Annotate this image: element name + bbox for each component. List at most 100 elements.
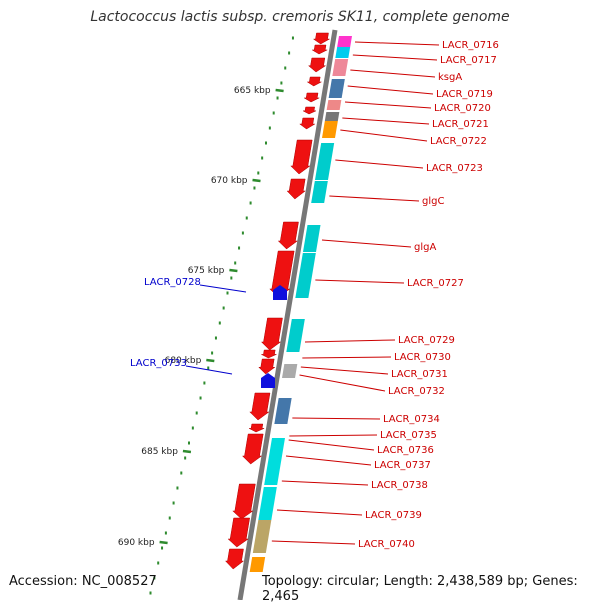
scale-tick-label: 670 kbp bbox=[211, 176, 248, 186]
gene-arrow bbox=[277, 221, 299, 250]
scale-tick-label: 665 kbp bbox=[234, 86, 271, 96]
scale-tick-label: 680 kbp bbox=[165, 356, 202, 366]
scale-dot bbox=[264, 141, 267, 145]
label-leader bbox=[292, 417, 381, 420]
gene-label: LACR_0729 bbox=[398, 335, 455, 346]
cog-box bbox=[264, 438, 285, 485]
label-leader bbox=[344, 101, 432, 109]
scale-dots bbox=[149, 36, 294, 595]
cog-box bbox=[252, 520, 272, 553]
cog-box bbox=[326, 100, 342, 110]
scale-dot bbox=[184, 456, 187, 460]
scale-dot bbox=[253, 186, 256, 190]
label-leader bbox=[340, 129, 428, 142]
scale-tick bbox=[182, 449, 192, 454]
gene-label: LACR_0734 bbox=[383, 414, 440, 425]
gene-label: LACR_0732 bbox=[388, 386, 445, 397]
scale-dot bbox=[261, 156, 264, 160]
gene-label: LACR_0716 bbox=[442, 40, 499, 51]
blue-feature-label: LACR_0728 bbox=[144, 277, 201, 288]
label-leader bbox=[276, 509, 363, 516]
gene-label: LACR_0737 bbox=[374, 460, 431, 471]
scale-dot bbox=[207, 366, 210, 370]
scale-tick bbox=[159, 540, 168, 545]
label-leader bbox=[347, 85, 434, 95]
gene-label: LACR_0720 bbox=[434, 103, 491, 114]
gene-arrow bbox=[249, 392, 271, 421]
cog-box bbox=[324, 112, 340, 121]
scale-dot bbox=[226, 291, 229, 295]
cog-box bbox=[337, 36, 352, 47]
label-leader bbox=[354, 41, 440, 46]
gene-label: LACR_0738 bbox=[371, 480, 428, 491]
cog-box bbox=[335, 47, 351, 58]
gene-arrow bbox=[286, 178, 306, 200]
gene-arrow bbox=[290, 139, 313, 175]
gene-label: LACR_0717 bbox=[440, 55, 497, 66]
scale-dot bbox=[203, 381, 206, 385]
scale-dot bbox=[241, 231, 244, 235]
scale-dot bbox=[291, 36, 294, 40]
cog-box bbox=[303, 225, 321, 252]
scale-ticks: 665 kbp 670 kbp 675 kbp 680 kbp 685 kbp 690 k… bbox=[118, 86, 284, 548]
gene-arrow bbox=[302, 106, 317, 115]
backbone-line bbox=[237, 29, 338, 600]
gene-arrow bbox=[248, 423, 265, 433]
scale-tick bbox=[275, 88, 284, 93]
scale-dot bbox=[153, 576, 156, 580]
label-leader bbox=[350, 69, 436, 78]
gene-label: LACR_0722 bbox=[430, 136, 487, 147]
scale-dot bbox=[191, 426, 194, 430]
cog-box bbox=[322, 121, 338, 138]
scale-dot bbox=[234, 261, 237, 265]
scale-dot bbox=[288, 51, 291, 55]
scale-dot bbox=[199, 396, 202, 400]
gene-arrow bbox=[307, 57, 327, 73]
cog-box bbox=[249, 557, 266, 572]
label-leader bbox=[321, 239, 412, 248]
gene-label: LACR_0721 bbox=[432, 119, 489, 130]
scale-tick bbox=[252, 178, 261, 183]
label-leader bbox=[304, 339, 396, 343]
scale-tick-label: 675 kbp bbox=[188, 266, 225, 276]
gene-arrow bbox=[232, 483, 256, 520]
scale-dot bbox=[176, 486, 179, 490]
gene-labels: LACR_0716 LACR_0717 ksgA LACR_0719 LACR_0720… bbox=[130, 40, 499, 550]
scale-dot bbox=[284, 66, 287, 70]
label-leader bbox=[342, 117, 430, 125]
scale-tick bbox=[206, 358, 215, 363]
cog-box bbox=[274, 398, 292, 424]
gene-arrow bbox=[258, 358, 276, 375]
scale-dot bbox=[161, 546, 164, 550]
gene-label: LACR_0736 bbox=[377, 445, 434, 456]
label-leader bbox=[299, 374, 386, 392]
scale-dot bbox=[157, 561, 160, 565]
gene-arrow bbox=[312, 32, 331, 45]
gene-arrow bbox=[303, 92, 320, 103]
scale-tick bbox=[229, 268, 238, 273]
scale-tick-label: 685 kbp bbox=[141, 447, 178, 457]
label-leader bbox=[285, 455, 372, 466]
cog-box bbox=[332, 59, 349, 76]
label-leader bbox=[315, 279, 405, 284]
scale-dot bbox=[211, 351, 214, 355]
scale-dot bbox=[245, 216, 248, 220]
scale-dot bbox=[222, 306, 225, 310]
gene-arrow bbox=[241, 433, 264, 465]
accession-text: Accession: NC_008527 bbox=[9, 574, 157, 589]
label-leader bbox=[335, 159, 424, 169]
scale-dot bbox=[218, 321, 221, 325]
gene-label: LACR_0727 bbox=[407, 278, 464, 289]
gene-arrow bbox=[260, 317, 283, 351]
scale-dot bbox=[238, 246, 241, 250]
scale-dot bbox=[268, 126, 271, 130]
scale-dot bbox=[168, 516, 171, 520]
label-leader bbox=[329, 195, 420, 202]
gene-arrow bbox=[224, 548, 245, 570]
scale-dot bbox=[214, 336, 217, 340]
cog-box bbox=[286, 319, 305, 352]
gene-label: glgC bbox=[422, 196, 444, 207]
gene-arrow bbox=[306, 76, 322, 87]
gene-arrow bbox=[261, 349, 277, 359]
